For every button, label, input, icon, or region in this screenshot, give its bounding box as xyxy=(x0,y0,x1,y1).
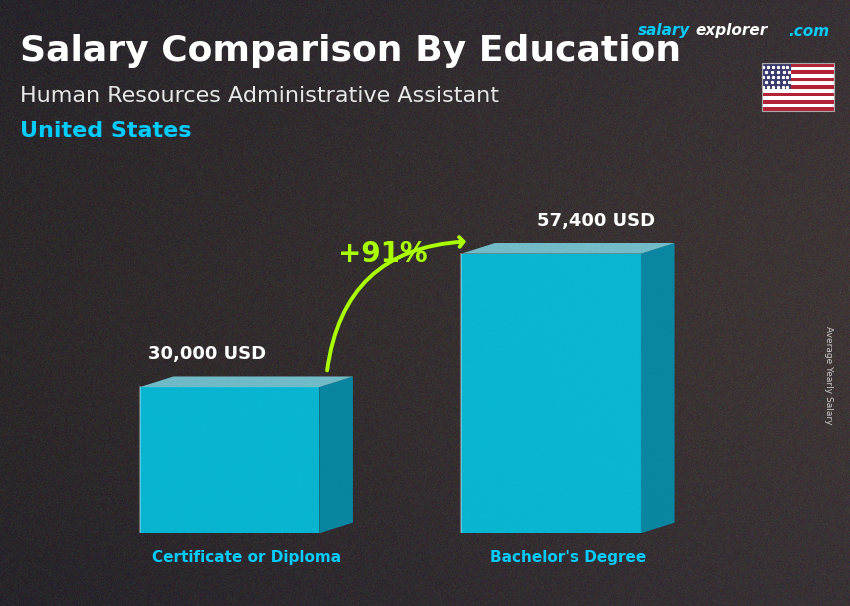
Text: Human Resources Administrative Assistant: Human Resources Administrative Assistant xyxy=(20,86,499,106)
Text: Average Yearly Salary: Average Yearly Salary xyxy=(824,327,833,425)
Bar xyxy=(762,104,834,107)
Polygon shape xyxy=(139,376,353,387)
Bar xyxy=(762,85,834,89)
Bar xyxy=(762,63,834,111)
Bar xyxy=(762,100,834,104)
Text: 57,400 USD: 57,400 USD xyxy=(537,211,655,230)
Bar xyxy=(762,74,834,78)
Text: United States: United States xyxy=(20,121,191,141)
Text: explorer: explorer xyxy=(695,24,768,39)
Polygon shape xyxy=(641,243,675,533)
Text: .com: .com xyxy=(788,24,829,39)
Text: Certificate or Diploma: Certificate or Diploma xyxy=(152,550,341,565)
Text: 30,000 USD: 30,000 USD xyxy=(148,345,266,363)
Bar xyxy=(762,89,834,93)
Text: salary: salary xyxy=(638,24,690,39)
Text: Salary Comparison By Education: Salary Comparison By Education xyxy=(20,34,681,68)
Bar xyxy=(762,63,790,89)
Bar xyxy=(762,107,834,111)
Polygon shape xyxy=(139,387,320,533)
Polygon shape xyxy=(320,376,353,533)
Bar xyxy=(762,70,834,74)
Text: Bachelor's Degree: Bachelor's Degree xyxy=(490,550,646,565)
Text: +91%: +91% xyxy=(338,240,428,268)
Bar xyxy=(762,81,834,85)
Bar xyxy=(762,96,834,100)
Bar xyxy=(762,63,834,67)
Bar xyxy=(762,67,834,70)
Polygon shape xyxy=(462,254,641,533)
Polygon shape xyxy=(462,243,675,254)
Bar xyxy=(762,93,834,96)
Bar xyxy=(762,78,834,81)
